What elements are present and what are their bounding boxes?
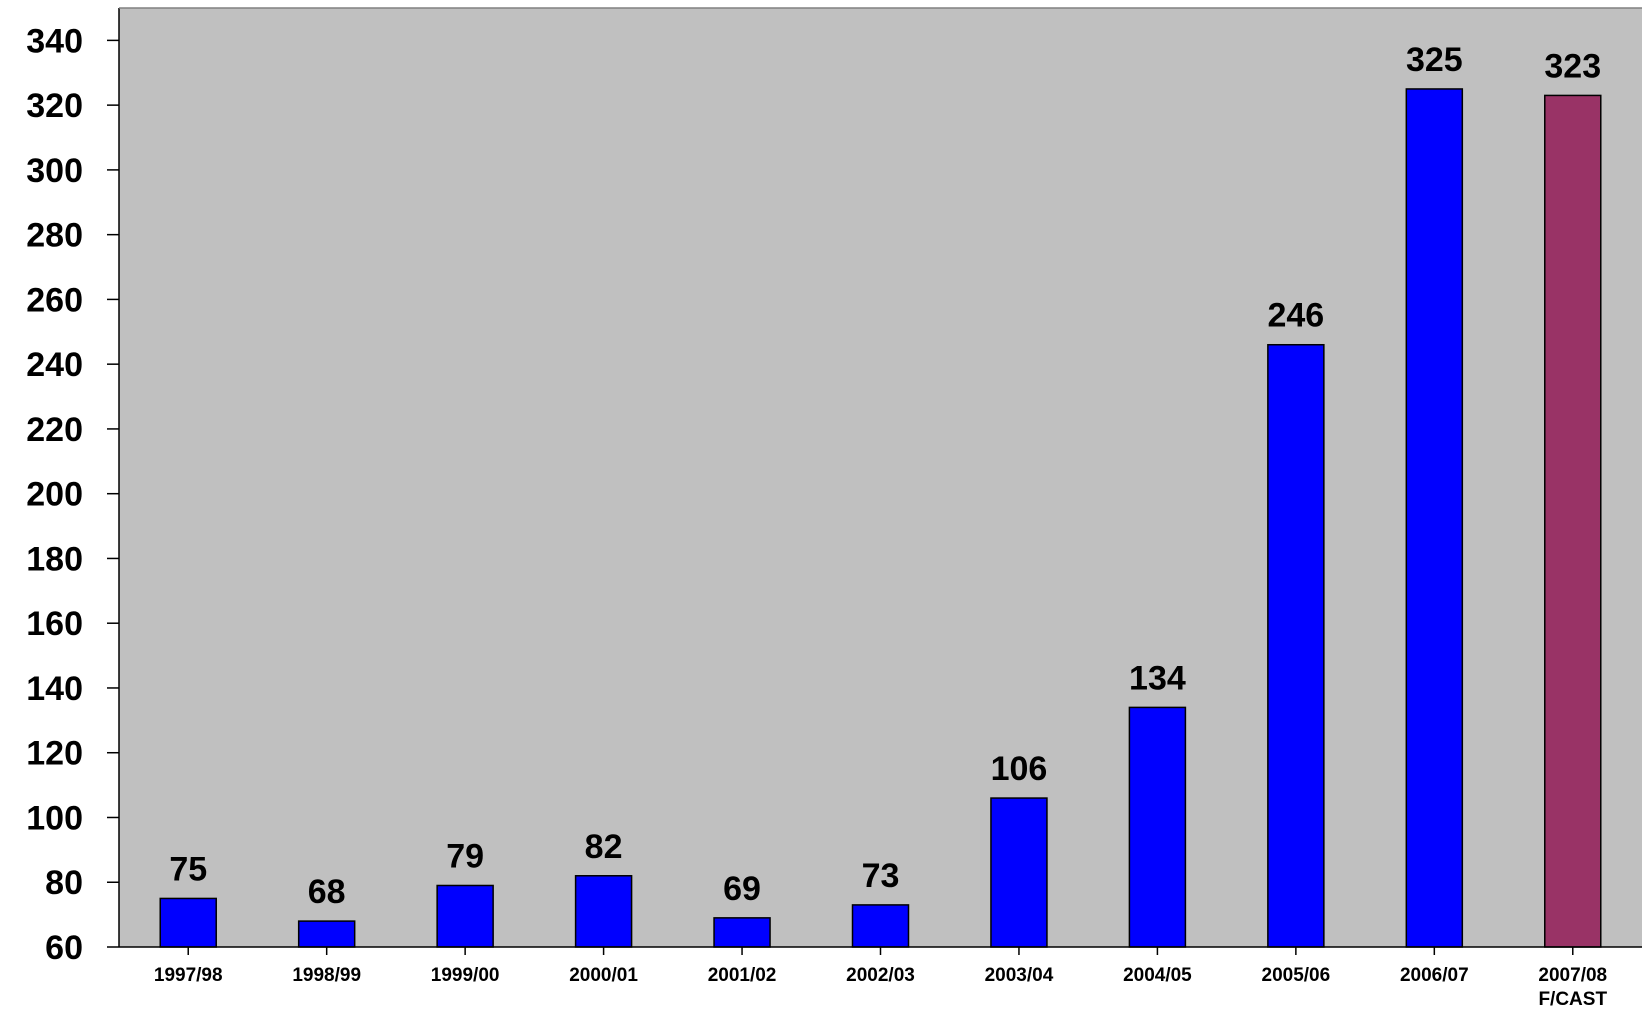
data-label: 68 bbox=[308, 873, 346, 911]
bar bbox=[297, 920, 356, 948]
x-tick-label: 2003/04 bbox=[985, 965, 1054, 986]
x-tick-label-line: 1997/98 bbox=[154, 965, 223, 986]
x-tick-label-line: 2006/07 bbox=[1400, 965, 1469, 986]
data-label: 134 bbox=[1129, 659, 1186, 697]
y-tick-label: 260 bbox=[26, 281, 83, 319]
y-tick-label: 180 bbox=[26, 540, 83, 578]
y-tick-label: 200 bbox=[26, 476, 83, 514]
bar bbox=[574, 875, 633, 948]
bar bbox=[1267, 343, 1325, 948]
x-tick-label: 1998/99 bbox=[292, 965, 361, 986]
x-tick-label-line: F/CAST bbox=[1538, 989, 1607, 1009]
x-axis: 1997/98 1998/99 1999/00 2000/01 2001/02 2002/… bbox=[154, 947, 1607, 1009]
data-label: 73 bbox=[862, 857, 900, 895]
bar bbox=[1544, 94, 1602, 948]
data-label: 75 bbox=[169, 850, 207, 888]
x-tick-label-line: 2003/04 bbox=[985, 965, 1054, 986]
data-label: 106 bbox=[991, 750, 1048, 788]
x-tick-label-line: 2005/06 bbox=[1262, 965, 1331, 986]
data-label: 82 bbox=[585, 828, 623, 866]
data-label: 79 bbox=[446, 837, 484, 875]
data-label: 246 bbox=[1267, 297, 1324, 335]
value-labels-group: 75 68 79 82 69 73 106 134 246 325 323 bbox=[169, 41, 1601, 911]
y-tick-label: 60 bbox=[45, 929, 83, 967]
x-tick-label-line: 2000/01 bbox=[569, 965, 638, 986]
y-tick-label: 300 bbox=[26, 152, 83, 190]
y-tick-label: 320 bbox=[26, 87, 83, 125]
y-tick-label: 140 bbox=[26, 670, 83, 708]
y-tick-label: 220 bbox=[26, 411, 83, 449]
plot-area bbox=[119, 8, 1642, 947]
x-tick-label: 2004/05 bbox=[1123, 965, 1192, 986]
y-tick-label: 160 bbox=[26, 605, 83, 643]
bar bbox=[851, 904, 910, 948]
x-tick-label: 2002/03 bbox=[846, 965, 915, 986]
x-tick-label-line: 2001/02 bbox=[708, 965, 777, 986]
data-label: 69 bbox=[723, 870, 761, 908]
x-tick-label-line: 2002/03 bbox=[846, 965, 915, 986]
y-tick-label: 120 bbox=[26, 735, 83, 773]
y-tick-label: 100 bbox=[26, 799, 83, 837]
x-tick-label: 1999/00 bbox=[431, 965, 500, 986]
y-axis: 60 80 100 120 140 160 180 200 220 240 260 280 300 320… bbox=[26, 22, 119, 967]
x-tick-label: 2005/06 bbox=[1262, 965, 1331, 986]
x-tick-label: 2007/08 F/CAST bbox=[1538, 965, 1607, 1009]
y-tick-label: 240 bbox=[26, 346, 83, 384]
bar bbox=[436, 884, 494, 948]
data-label: 325 bbox=[1406, 41, 1463, 79]
x-tick-label-line: 1998/99 bbox=[292, 965, 361, 986]
bar bbox=[1405, 88, 1464, 948]
x-tick-label: 2001/02 bbox=[708, 965, 777, 986]
bar bbox=[159, 897, 217, 948]
x-tick-label: 2000/01 bbox=[569, 965, 638, 986]
x-tick-label-line: 1999/00 bbox=[431, 965, 500, 986]
x-tick-label-line: 2004/05 bbox=[1123, 965, 1192, 986]
bar bbox=[990, 797, 1048, 948]
y-tick-label: 280 bbox=[26, 217, 83, 255]
bars-group bbox=[159, 88, 1602, 948]
x-tick-label: 2006/07 bbox=[1400, 965, 1469, 986]
y-tick-label: 340 bbox=[26, 22, 83, 60]
bar bbox=[1128, 706, 1187, 948]
x-tick-label: 1997/98 bbox=[154, 965, 223, 986]
bar bbox=[713, 917, 771, 948]
x-tick-label-line: 2007/08 bbox=[1538, 965, 1607, 986]
y-tick-label: 80 bbox=[45, 864, 83, 902]
data-label: 323 bbox=[1544, 47, 1601, 85]
